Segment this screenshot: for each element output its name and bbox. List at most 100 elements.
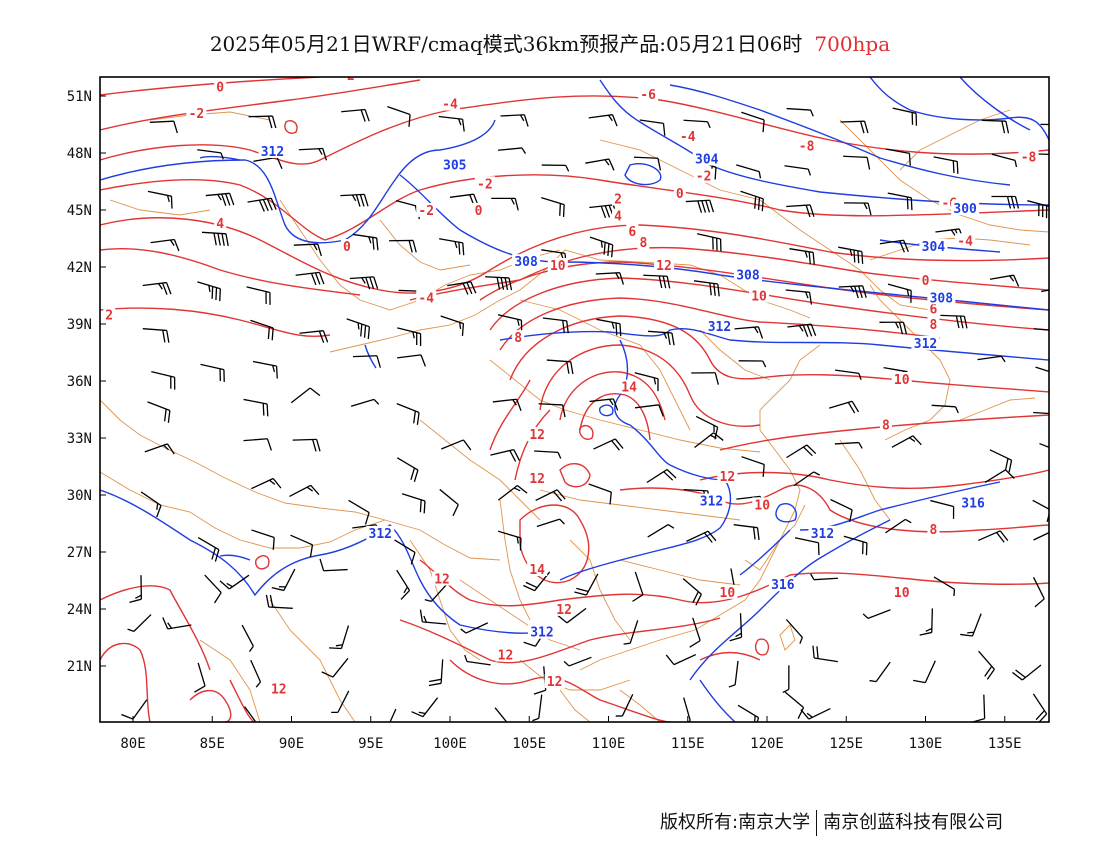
wind-barb-feather xyxy=(1014,160,1018,168)
wind-barb-shaft xyxy=(814,657,838,663)
wind-barb xyxy=(981,119,1010,134)
wind-barb xyxy=(787,323,817,337)
temperature-contour-label-bg xyxy=(432,571,453,586)
wind-barb-feather xyxy=(611,440,620,451)
wind-barb-shaft xyxy=(588,483,612,493)
wind-barb-feather xyxy=(752,527,756,540)
wind-barb-feather xyxy=(510,198,515,205)
wind-barb-shaft xyxy=(1032,693,1048,715)
wind-barb-feather xyxy=(894,321,900,329)
wind-barb-feather xyxy=(899,240,905,253)
wind-barb-feather xyxy=(322,148,328,161)
wind-barb xyxy=(250,319,274,341)
temperature-contour-label: -8 xyxy=(1021,151,1037,166)
wind-barb-feather xyxy=(658,404,664,417)
wind-barb-feather xyxy=(566,361,570,374)
wind-barb xyxy=(244,706,257,722)
lat-tick-label: 21N xyxy=(67,659,92,675)
wind-barb-feather xyxy=(461,119,465,132)
wind-barb-feather xyxy=(1009,275,1015,282)
wind-barb-feather xyxy=(863,202,868,210)
temperature-contour-label: 14 xyxy=(621,381,637,396)
temperature-contour-label: 10 xyxy=(894,586,910,601)
wind-barb-feather xyxy=(521,147,527,154)
wind-barb-feather xyxy=(611,322,615,329)
wind-barb-shaft xyxy=(538,403,563,406)
wind-barb-shaft xyxy=(542,317,567,322)
wind-barb-feather xyxy=(556,614,568,624)
wind-barb-feather xyxy=(1053,414,1055,426)
wind-barb xyxy=(740,190,764,212)
wind-barb-feather xyxy=(553,491,563,502)
height-contour-label: 312 xyxy=(261,145,284,160)
wind-barb xyxy=(689,617,701,648)
wind-barb xyxy=(439,238,465,256)
wind-barb-shaft xyxy=(885,148,910,155)
wind-barb-shaft xyxy=(332,657,349,678)
wind-barb-feather xyxy=(322,330,329,343)
temperature-contour-label-bg xyxy=(749,288,770,303)
height-contour-label-bg xyxy=(258,144,287,158)
wind-barb xyxy=(389,708,397,722)
temperature-contour-label: 10 xyxy=(720,586,736,601)
wind-barb xyxy=(919,608,934,636)
wind-barb-feather xyxy=(813,471,821,476)
wind-barb-feather xyxy=(219,288,221,302)
lon-tick-label: 100E xyxy=(433,736,467,752)
wind-barb xyxy=(419,609,447,625)
wind-barb xyxy=(440,315,465,336)
wind-barb xyxy=(497,530,522,551)
wind-barb-feather xyxy=(753,326,759,334)
wind-barb-feather xyxy=(701,200,707,213)
wind-barb xyxy=(299,330,329,343)
lat-tick-label: 24N xyxy=(67,602,92,618)
wind-barb-feather xyxy=(858,285,863,299)
wind-barb xyxy=(830,498,853,523)
wind-barb xyxy=(977,355,1006,363)
lat-tick-label: 45N xyxy=(67,203,92,219)
wind-barb xyxy=(933,576,956,597)
latitude-axis: 51N 48N 45N 42N 39N 36N 33N 30N 27N 24N 21N xyxy=(67,89,106,675)
wind-barb-shaft xyxy=(784,691,804,709)
wind-barb-feather xyxy=(662,123,666,136)
wind-barb xyxy=(810,573,838,581)
wind-barb-feather xyxy=(960,633,973,637)
wind-barb xyxy=(321,657,349,678)
lon-tick-label: 90E xyxy=(279,736,304,752)
wind-barb-shaft xyxy=(741,111,765,121)
wind-barb-feather xyxy=(420,354,427,367)
wind-barb-shaft xyxy=(1033,411,1049,415)
wind-barb xyxy=(862,609,891,619)
wind-barb-feather xyxy=(503,726,510,736)
wind-barb-shaft xyxy=(741,456,765,466)
height-contour-label-bg xyxy=(808,525,837,540)
wind-barb xyxy=(634,372,659,392)
wind-barb xyxy=(396,403,420,425)
wind-barb-feather xyxy=(458,322,462,330)
temperature-contour-label: -2 xyxy=(339,69,355,84)
wind-barb xyxy=(595,272,625,285)
wind-barb-feather xyxy=(500,723,507,733)
temperature-contour-label-bg xyxy=(677,128,698,143)
wind-barb-feather xyxy=(355,194,361,207)
temperature-contour-label-bg xyxy=(612,191,625,206)
height-contour-label-bg xyxy=(366,525,395,540)
wind-barb xyxy=(646,468,677,484)
wind-barb-feather xyxy=(797,707,805,719)
wind-barb-shaft xyxy=(784,165,809,170)
wind-barb-feather xyxy=(1008,460,1013,473)
wind-barb xyxy=(243,438,272,451)
wind-barb-feather xyxy=(1054,330,1057,336)
wind-barb-feather xyxy=(666,276,671,289)
wind-barb-shaft xyxy=(683,119,708,123)
wind-barb-feather xyxy=(194,685,206,693)
wind-barb-shaft xyxy=(430,583,448,602)
wind-barb-feather xyxy=(516,536,519,544)
height-contour-label-bg xyxy=(705,318,734,333)
wind-barb-shaft xyxy=(283,568,296,591)
wind-barb-feather xyxy=(808,251,811,265)
wind-barb xyxy=(150,238,180,252)
wind-barb-feather xyxy=(255,681,261,688)
wind-barb xyxy=(253,156,283,170)
